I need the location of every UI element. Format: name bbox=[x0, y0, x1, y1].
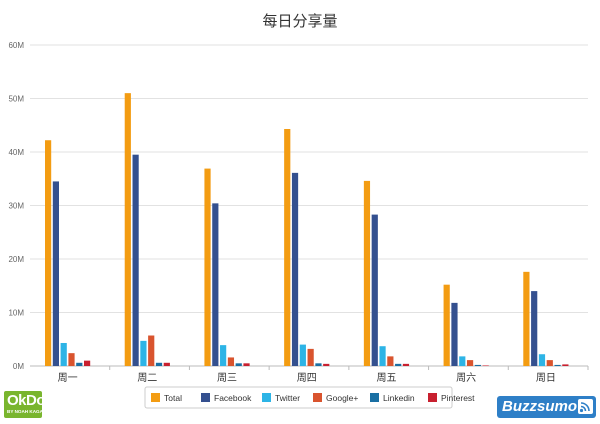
legend-swatch-google[interactable] bbox=[313, 393, 322, 402]
bar-total-0[interactable] bbox=[45, 140, 52, 366]
bar-linkedin-4[interactable] bbox=[395, 363, 402, 366]
bar-google-4[interactable] bbox=[387, 356, 394, 366]
bar-total-1[interactable] bbox=[124, 93, 131, 367]
y-tick-label: 60M bbox=[8, 41, 24, 50]
legend-swatch-pinterest[interactable] bbox=[428, 393, 437, 402]
legend-label-linkedin[interactable]: Linkedin bbox=[383, 393, 415, 403]
bar-google-1[interactable] bbox=[148, 335, 155, 366]
y-axis: 0M 10M 20M 30M 40M 50M 60M bbox=[8, 41, 24, 371]
okdork-logo-text: OkDork bbox=[7, 392, 59, 409]
bar-twitter-5[interactable] bbox=[459, 356, 466, 366]
bar-facebook-2[interactable] bbox=[212, 203, 219, 366]
bar-total-6[interactable] bbox=[523, 271, 530, 366]
bar-pinterest-4[interactable] bbox=[402, 363, 410, 366]
bar-facebook-0[interactable] bbox=[52, 181, 59, 366]
bar-twitter-4[interactable] bbox=[379, 346, 386, 366]
y-tick-label: 0M bbox=[13, 362, 24, 371]
buzzsumo-logo: Buzzsumo bbox=[497, 396, 596, 418]
x-tick-label: 周日 bbox=[536, 372, 556, 384]
bar-twitter-6[interactable] bbox=[538, 354, 546, 366]
x-tick-label: 周一 bbox=[58, 372, 78, 384]
x-tick-label: 周四 bbox=[297, 372, 317, 384]
legend-label-facebook[interactable]: Facebook bbox=[214, 393, 252, 403]
legend-box bbox=[144, 386, 453, 409]
bar-total-2[interactable] bbox=[204, 168, 211, 366]
bar-linkedin-5[interactable] bbox=[474, 364, 481, 366]
bar-facebook-4[interactable] bbox=[371, 214, 378, 366]
y-tick-label: 50M bbox=[8, 95, 24, 104]
chart-title: 每日分享量 bbox=[262, 13, 337, 30]
bar-pinterest-1[interactable] bbox=[163, 362, 170, 366]
y-tick-label: 10M bbox=[8, 309, 24, 318]
bar-facebook-3[interactable] bbox=[291, 172, 299, 366]
y-tick-label: 40M bbox=[8, 148, 24, 157]
bar-linkedin-6[interactable] bbox=[554, 364, 561, 366]
bar-google-5[interactable] bbox=[466, 360, 474, 366]
bar-google-0[interactable] bbox=[68, 353, 75, 366]
bar-linkedin-2[interactable] bbox=[235, 363, 242, 366]
bar-pinterest-0[interactable] bbox=[84, 360, 91, 366]
bar-google-2[interactable] bbox=[227, 357, 235, 366]
legend-label-twitter[interactable]: Twitter bbox=[275, 393, 300, 403]
x-tick-label: 周三 bbox=[217, 372, 237, 384]
bar-google-3[interactable] bbox=[307, 348, 314, 366]
bar-pinterest-3[interactable] bbox=[323, 363, 330, 366]
legend-swatch-facebook[interactable] bbox=[201, 393, 210, 402]
bar-pinterest-6[interactable] bbox=[562, 364, 569, 366]
bar-total-3[interactable] bbox=[284, 128, 291, 366]
bar-linkedin-3[interactable] bbox=[315, 363, 322, 366]
x-tick-label: 周二 bbox=[137, 372, 157, 384]
bar-facebook-1[interactable] bbox=[132, 154, 139, 366]
bar-facebook-6[interactable] bbox=[531, 291, 538, 366]
bar-total-4[interactable] bbox=[363, 180, 371, 366]
okdork-logo-subtext: BY NOAH KAGAN bbox=[7, 409, 47, 414]
legend: Total Facebook Twitter Google+ Linkedin Pinte… bbox=[144, 386, 475, 409]
bar-facebook-5[interactable] bbox=[451, 302, 458, 366]
okdork-logo: OkDork BY NOAH KAGAN bbox=[4, 391, 59, 418]
bar-linkedin-0[interactable] bbox=[76, 362, 83, 366]
legend-swatch-twitter[interactable] bbox=[262, 393, 271, 402]
legend-label-google[interactable]: Google+ bbox=[326, 393, 358, 403]
bar-twitter-3[interactable] bbox=[299, 344, 306, 366]
grid-lines bbox=[30, 44, 588, 367]
bar-linkedin-1[interactable] bbox=[155, 362, 163, 366]
bar-twitter-1[interactable] bbox=[140, 340, 147, 366]
bar-twitter-0[interactable] bbox=[60, 342, 67, 366]
bars bbox=[45, 93, 569, 367]
bar-pinterest-2[interactable] bbox=[243, 363, 250, 366]
x-tick-label: 周六 bbox=[456, 372, 476, 384]
x-axis: 周一 周二 周三 周四 周五 周六 周日 bbox=[58, 366, 589, 384]
wifi-icon bbox=[578, 399, 593, 414]
x-tick-label: 周五 bbox=[376, 372, 396, 384]
buzzsumo-logo-text: Buzzsumo bbox=[502, 398, 577, 415]
bar-pinterest-5[interactable] bbox=[482, 365, 489, 366]
bar-total-5[interactable] bbox=[443, 284, 450, 366]
bar-google-6[interactable] bbox=[546, 360, 553, 366]
y-tick-label: 20M bbox=[8, 255, 24, 264]
bar-twitter-2[interactable] bbox=[220, 345, 227, 366]
legend-label-pinterest[interactable]: Pinterest bbox=[441, 393, 475, 403]
legend-label-total[interactable]: Total bbox=[164, 393, 182, 403]
y-tick-label: 30M bbox=[8, 202, 24, 211]
legend-swatch-total[interactable] bbox=[151, 393, 160, 402]
legend-swatch-linkedin[interactable] bbox=[370, 393, 379, 402]
